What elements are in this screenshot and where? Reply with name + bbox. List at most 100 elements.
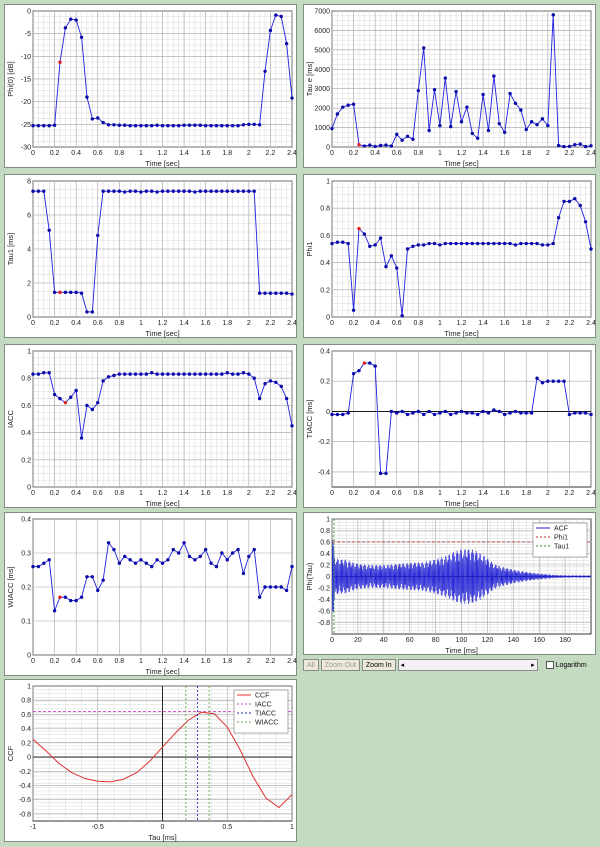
legend-entry: ACF [554,526,568,533]
x-tick-label: 0.5 [222,824,232,831]
data-point [573,142,577,147]
data-point [351,371,356,376]
y-tick-label: -25 [21,122,31,129]
x-tick-label: 0.4 [370,320,380,327]
data-point [42,189,46,193]
x-tick-label: 1.4 [179,658,189,665]
all-button[interactable]: All [303,659,319,671]
data-point [220,123,224,128]
x-axis-label: Time [sec] [145,499,179,508]
data-point [155,372,159,376]
data-point [274,291,278,295]
data-point [540,243,545,247]
data-point [47,371,51,375]
data-point [225,558,229,562]
x-tick-label: 0.6 [93,150,103,157]
data-point [117,561,122,565]
data-point [106,541,111,545]
data-point [112,123,116,127]
data-point [378,236,383,240]
data-point [79,436,84,440]
zoom-out-button[interactable]: Zoom Out [320,659,360,671]
data-point [268,28,273,33]
data-point [90,310,95,314]
data-point [90,407,95,412]
horizontal-scrollbar[interactable]: ◂ ▸ [397,659,538,671]
data-point [101,120,105,125]
data-point [128,372,132,376]
data-point [193,372,197,376]
data-point [160,123,165,128]
x-tick-label: 0.4 [370,150,380,157]
data-point [513,101,518,105]
logarithm-checkbox[interactable] [545,661,554,669]
data-point [400,313,404,318]
data-point [508,411,512,415]
data-point [540,117,545,121]
data-point [578,142,582,146]
data-point [438,411,442,415]
data-point [69,290,73,295]
data-point [529,411,534,415]
data-point [341,105,345,109]
y-tick-label: -0.6 [318,609,330,616]
scroll-left-icon[interactable]: ◂ [400,662,405,669]
data-point [475,412,480,417]
data-point [133,561,138,565]
data-point [373,364,377,368]
x-tick-label: 1.8 [222,320,232,327]
data-point [247,122,251,127]
y-axis-label: Phi1 [305,241,314,256]
data-point [535,241,539,246]
x-axis-label: Tau [ms] [148,833,176,842]
x-tick-label: 1.8 [521,320,531,327]
y-tick-label: 1 [27,684,31,691]
y-tick-label: 0.1 [21,619,31,626]
data-point [117,123,122,127]
x-tick-label: 2.4 [586,320,596,327]
y-axis-label: Phi(0) [dB] [6,61,15,96]
x-tick-label: 0 [330,320,334,327]
data-point [411,411,415,415]
data-point [357,368,361,373]
x-tick-label: 2 [546,490,550,497]
data-point [128,123,132,128]
legend-entry: TIACC [255,711,276,718]
data-point [389,144,394,148]
y-tick-label: 0.3 [21,551,31,558]
data-point [454,241,458,246]
data-point [362,144,367,148]
x-tick-label: 1.6 [201,150,211,157]
data-point [171,547,175,552]
x-axis-label: Time [ms] [445,646,478,655]
data-point [279,585,283,589]
y-tick-label: 6000 [314,28,330,35]
data-point [47,228,51,232]
y-axis-label: Tau e [ms] [305,62,314,97]
data-point [470,241,474,246]
data-point [79,595,84,599]
data-point [31,123,35,128]
data-point [230,551,235,555]
data-point [519,241,523,246]
data-point [465,241,469,246]
x-tick-label: 0 [330,490,334,497]
data-point [567,144,572,149]
x-tick-label: 1.2 [457,150,467,157]
data-point [268,585,273,589]
scroll-right-icon[interactable]: ▸ [531,662,535,669]
data-point [176,372,181,376]
data-point [416,88,421,93]
x-tick-label: 2.2 [565,150,575,157]
x-tick-label: 1.8 [521,150,531,157]
data-point [411,137,415,141]
logarithm-toggle[interactable]: Logarithm [545,661,587,669]
x-tick-label: -0.5 [92,824,104,831]
data-point [241,123,246,127]
zoom-in-button[interactable]: Zoom In [361,659,396,671]
data-point [106,189,111,193]
data-point [144,561,149,565]
y-tick-label: 0.4 [320,349,330,356]
data-point [263,291,267,295]
data-point [36,189,41,193]
